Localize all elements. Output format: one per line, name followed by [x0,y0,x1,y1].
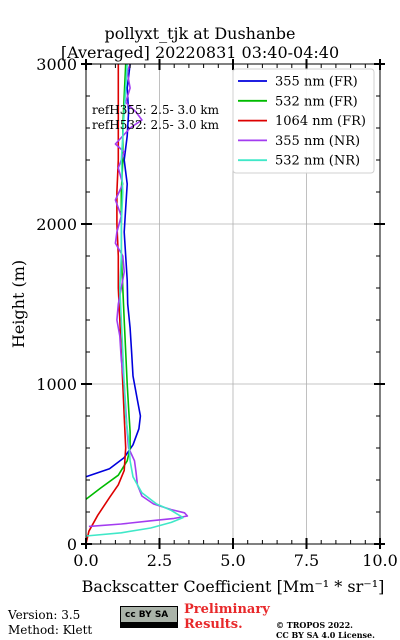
preliminary-line1: Preliminary [184,602,270,617]
y-tick-label-1: 1000 [36,375,77,394]
legend-label-4: 532 nm (NR) [275,154,360,169]
x-tick-label-2: 5.0 [220,551,245,570]
copyright-line1: © TROPOS 2022. [276,620,353,630]
copyright-line2: CC BY SA 4.0 License. [276,630,375,640]
legend-label-2: 1064 nm (FR) [275,114,366,129]
series-line-3 [88,63,189,528]
ref-height-note-1: refH532: 2.5- 3.0 km [92,118,220,132]
preliminary-line2: Results. [184,617,243,632]
y-tick-label-3: 3000 [36,55,77,74]
x-axis-label: Backscatter Coefficient [Mm⁻¹ * sr⁻¹] [82,577,385,596]
x-tick-label-3: 7.5 [294,551,319,570]
ref-height-note-0: refH355: 2.5- 3.0 km [92,103,220,117]
legend-label-3: 355 nm (NR) [275,134,360,149]
series-line-0 [85,63,142,478]
method-label: Method: Klett [8,623,93,637]
x-tick-label-1: 2.5 [147,551,172,570]
copyright-note: © TROPOS 2022. CC BY SA 4.0 License. [276,620,375,640]
chart-title-line1: pollyxt_tjk at Dushanbe [104,24,296,43]
legend-label-0: 355 nm (FR) [275,75,358,90]
series-line-4 [85,63,184,537]
version-label: Version: 3.5 [8,608,81,622]
preliminary-results-note: Preliminary Results. [184,602,270,632]
cc-license-badge-icon: cc BY SA [120,606,178,628]
x-tick-label-0: 0.0 [73,551,98,570]
x-tick-label-4: 10.0 [362,551,398,570]
y-axis-label: Height (m) [9,260,28,348]
y-tick-label-2: 2000 [36,215,77,234]
cc-badge-text: cc BY SA [125,610,169,620]
legend-label-1: 532 nm (FR) [275,94,358,109]
chart-title-line2: [Averaged] 20220831 03:40-04:40 [60,43,340,62]
legend-box [232,68,375,174]
y-tick-label-0: 0 [67,535,77,554]
